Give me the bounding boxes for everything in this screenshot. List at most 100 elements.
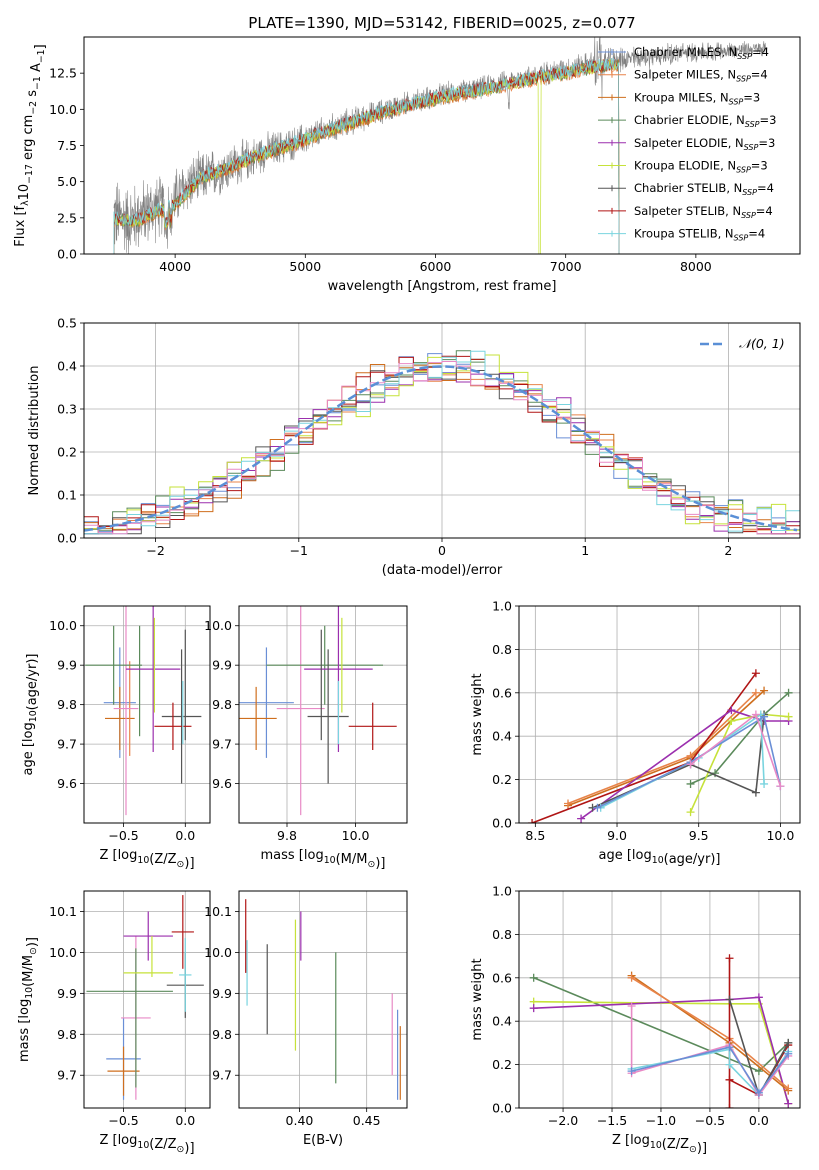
residuals-chart-frame (83, 322, 801, 539)
mass-vs-z-chart-ytick-label: 10.1 (49, 904, 77, 919)
spectrum-legend-label: Salpeter ELODIE, NSSP=3 (634, 136, 775, 152)
weight-vs-z-chart-xlabel-part: (Z/Z (662, 1137, 689, 1152)
spectrum-legend-label: Kroupa ELODIE, NSSP=3 (634, 159, 768, 175)
residuals-histogram (84, 361, 800, 535)
age-vs-mass-chart-xlabel-part: 10 (324, 855, 336, 866)
legend-label-sub: SSP (736, 166, 751, 175)
legend-label-sub: SSP (729, 97, 744, 106)
spectrum-chart-xtick-label: 6000 (420, 259, 452, 274)
legend-label-tail: =4 (756, 204, 773, 218)
mass-vs-ebv-chart-ytick-label: 9.7 (212, 1068, 232, 1083)
weight-vs-z-chart-series-marker (754, 1088, 763, 1097)
weight-vs-z-chart-xtick-label: −2.0 (548, 1113, 578, 1128)
spectrum-chart-xlabel: wavelength [Angstrom, rest frame] (328, 279, 557, 294)
legend-label-sub: SSP (742, 188, 757, 197)
weight-vs-age-chart-series-marker (686, 760, 695, 769)
weight-vs-age-chart-series-marker (686, 779, 695, 788)
mass-vs-z-chart-xtick-label: −0.5 (108, 1113, 138, 1128)
weight-vs-z-chart-series-marker (754, 1067, 763, 1076)
weight-vs-z-chart-ytick-label: 1.0 (492, 884, 512, 899)
weight-vs-age-chart-xtick-label: 8.5 (525, 828, 545, 843)
residuals-chart-ytick-label: 0.3 (57, 402, 77, 417)
weight-vs-z-chart-xtick-label: 0.0 (749, 1113, 769, 1128)
weight-vs-z-chart-series-marker (529, 973, 538, 982)
spectrum-chart-xtick-label: 8000 (680, 259, 712, 274)
legend-label-tail: =4 (757, 181, 774, 195)
legend-label-tail: =3 (758, 136, 775, 150)
weight-vs-age-chart-series-line (690, 692, 790, 785)
mass-vs-ebv-chart: 0.40 0.45 9.7 9.8 9.9 10.0 10.1 E(B-V) (204, 890, 408, 1148)
residuals-chart-xtick-label: 2 (724, 543, 732, 558)
spectrum-chart-plot-area (113, 37, 768, 254)
mass-vs-z-chart-xlabel-part: (Z/Z (149, 1137, 176, 1152)
weight-vs-age-chart-series-marker (760, 686, 769, 695)
weight-vs-age-chart-ytick-label: 0.0 (492, 816, 512, 831)
weight-vs-z-chart-series-marker (784, 1049, 793, 1058)
spectrum-chart-ylabel-part: s (25, 90, 40, 101)
weight-vs-z-chart-series-marker (725, 995, 734, 1004)
mass-vs-ebv-chart-xtick-label: 0.40 (286, 1113, 314, 1128)
spectrum-chart-ytick-label: 12.5 (49, 66, 77, 81)
spectrum-legend-label: Kroupa STELIB, NSSP=4 (634, 227, 765, 243)
weight-vs-z-chart-frame (518, 890, 801, 1109)
mass-vs-z-chart-ylabel-part: )] (25, 937, 40, 947)
weight-vs-age-chart-series-marker (751, 710, 760, 719)
mass-vs-z-chart-plot-area (86, 895, 204, 1100)
weight-vs-z-chart-axes: −2.0 −1.5 −1.0 −0.5 0.0 0.0 0.2 0.4 0.6 0.8 1.0 Z [… (470, 884, 801, 1156)
spectrum-chart-axes: 4000 5000 6000 7000 8000 0.0 2.5 5.0 7.5 10.0 12.5… (13, 36, 801, 294)
age-vs-mass-chart-xlabel: mass [log10(M/M⊙)] (261, 848, 386, 871)
weight-vs-age-chart-xlabel-part: (age/yr)] (664, 852, 721, 867)
age-vs-z-chart-xtick-label: −0.5 (108, 828, 138, 843)
weight-vs-age-chart-series-marker (776, 782, 785, 791)
weight-vs-age-chart-series-marker (528, 819, 537, 823)
weight-vs-z-chart-series-marker (725, 954, 734, 963)
weight-vs-z-chart-ytick-label: 0.0 (492, 1101, 512, 1116)
legend-label-text: Chabrier MILES, N (634, 45, 737, 59)
weight-vs-z-chart-ytick-label: 0.6 (492, 970, 512, 985)
weight-vs-z-chart-plot-area (529, 954, 793, 1108)
weight-vs-age-chart-series-marker (577, 814, 586, 823)
weight-vs-age-chart-plot-area (528, 669, 793, 823)
spectrum-chart-ylabel-part: A (29, 63, 44, 76)
age-vs-z-chart-ytick-label: 10.0 (49, 618, 77, 633)
mass-vs-ebv-chart-xlabel: E(B-V) (303, 1133, 343, 1148)
weight-vs-age-chart-series-marker (760, 779, 769, 788)
weight-vs-age-chart-series-marker (593, 803, 602, 812)
age-vs-z-chart-ytick-label: 9.9 (57, 658, 77, 673)
age-vs-z-chart-xlabel: Z [log10(Z/Z⊙)] (99, 848, 194, 871)
age-vs-mass-chart: 9.8 10.0 9.6 9.7 9.8 9.9 10.0 mass [log10(M/M⊙)… (204, 605, 408, 871)
legend-label-tail: =4 (748, 227, 765, 241)
spectrum-legend-label: Salpeter STELIB, NSSP=4 (634, 204, 773, 220)
weight-vs-z-chart-xtick-label: −1.5 (597, 1113, 627, 1128)
mass-vs-z-chart-ylabel-part: mass [log (17, 999, 32, 1062)
age-vs-mass-chart-ytick-label: 9.7 (212, 737, 232, 752)
weight-vs-age-chart-xtick-label: 10.0 (766, 828, 794, 843)
weight-vs-age-chart-series-line (689, 713, 789, 813)
mass-vs-z-chart-axes: −0.5 0.09.79.89.910.010.1Z [log10(Z/Z⊙)]m… (17, 890, 211, 1156)
residuals-chart-ytick-label: 0.5 (57, 316, 77, 331)
weight-vs-z-chart-xtick-label: −1.0 (646, 1113, 676, 1128)
spectrum-legend-label: Chabrier MILES, NSSP=4 (634, 45, 769, 61)
mass-vs-ebv-chart-ytick-label: 10.0 (204, 945, 232, 960)
mass-vs-z-chart-ylabel-part: ⊙ (28, 947, 39, 955)
legend-label-sub: SSP (734, 234, 749, 243)
mass-vs-ebv-chart-ytick-label: 9.9 (212, 986, 232, 1001)
legend-label-text: Chabrier STELIB, N (634, 181, 742, 195)
weight-vs-z-chart-series-marker (627, 973, 636, 982)
residuals-chart: −2 −1 0 1 2 0.0 0.1 0.2 0.3 0.4 0.5 (data-model)/er… (27, 316, 801, 578)
spectrum-model-line (113, 56, 620, 254)
age-vs-mass-chart-ytick-label: 9.8 (212, 697, 232, 712)
legend-label-sub: SSP (744, 143, 759, 152)
residuals-chart-ytick-label: 0.0 (57, 531, 77, 546)
weight-vs-z-chart-series-marker (725, 1104, 734, 1108)
legend-label-text: Salpeter STELIB, N (634, 204, 741, 218)
spectrum-chart-ylabel-part: Flux [f (13, 205, 28, 246)
age-vs-z-chart-frame (83, 605, 211, 824)
legend-label-tail: =4 (751, 68, 768, 82)
age-vs-z-chart-ylabel-part: (age/yr)] (25, 654, 40, 711)
age-vs-z-chart-axes: −0.5 0.09.69.79.89.910.0Z [log10(Z/Z⊙)]ag… (21, 605, 211, 871)
residuals-chart-ytick-label: 0.1 (57, 488, 77, 503)
weight-vs-age-chart-xtick-label: 9.0 (607, 828, 627, 843)
